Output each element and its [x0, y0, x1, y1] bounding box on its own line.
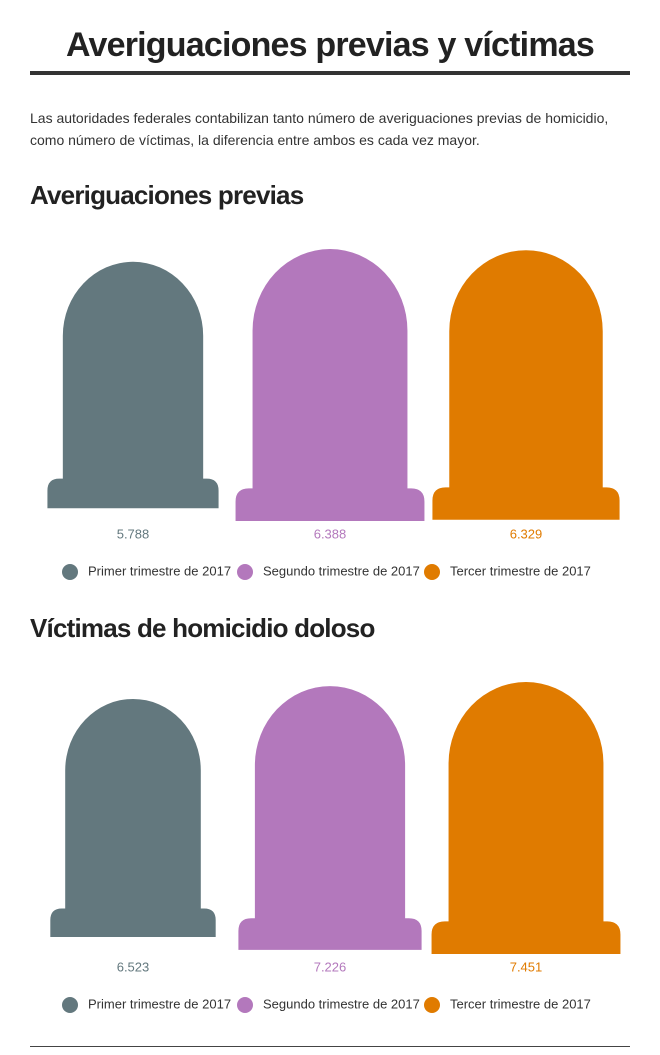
tombstone	[238, 686, 422, 950]
legend-label: Primer trimestre de 2017	[88, 996, 231, 1011]
tombstone	[235, 249, 425, 521]
legend-marker	[62, 564, 78, 580]
chart: Averiguaciones previas 5.788 Primer trimes…	[30, 180, 620, 580]
value-label: 7.451	[510, 959, 543, 974]
value-label: 5.788	[117, 526, 150, 541]
legend-label: Primer trimestre de 2017	[88, 563, 231, 578]
legend-label: Segundo trimestre de 2017	[263, 563, 420, 578]
intro-text: Las autoridades federales contabilizan t…	[30, 110, 609, 148]
legend-marker	[424, 997, 440, 1013]
chart-title: Víctimas de homicidio doloso	[30, 613, 375, 643]
legend-marker	[237, 997, 253, 1013]
legend-marker	[62, 997, 78, 1013]
legend-marker	[237, 564, 253, 580]
tombstone	[432, 250, 620, 520]
tombstone	[431, 682, 621, 954]
tombstone	[50, 698, 216, 938]
legend-marker	[424, 564, 440, 580]
value-label: 6.329	[510, 526, 543, 541]
chart: Víctimas de homicidio doloso 6.523 Primer …	[30, 613, 621, 1013]
legend-label: Tercer trimestre de 2017	[450, 563, 591, 578]
page-title: Averiguaciones previas y víctimas	[66, 26, 595, 64]
bottom-rule	[30, 1046, 630, 1047]
title-rule	[30, 71, 630, 75]
value-label: 7.226	[314, 959, 347, 974]
chart-title: Averiguaciones previas	[30, 180, 304, 210]
value-label: 6.523	[117, 959, 150, 974]
legend-label: Tercer trimestre de 2017	[450, 996, 591, 1011]
tombstone	[47, 261, 219, 509]
legend-label: Segundo trimestre de 2017	[263, 996, 420, 1011]
value-label: 6.388	[314, 526, 347, 541]
